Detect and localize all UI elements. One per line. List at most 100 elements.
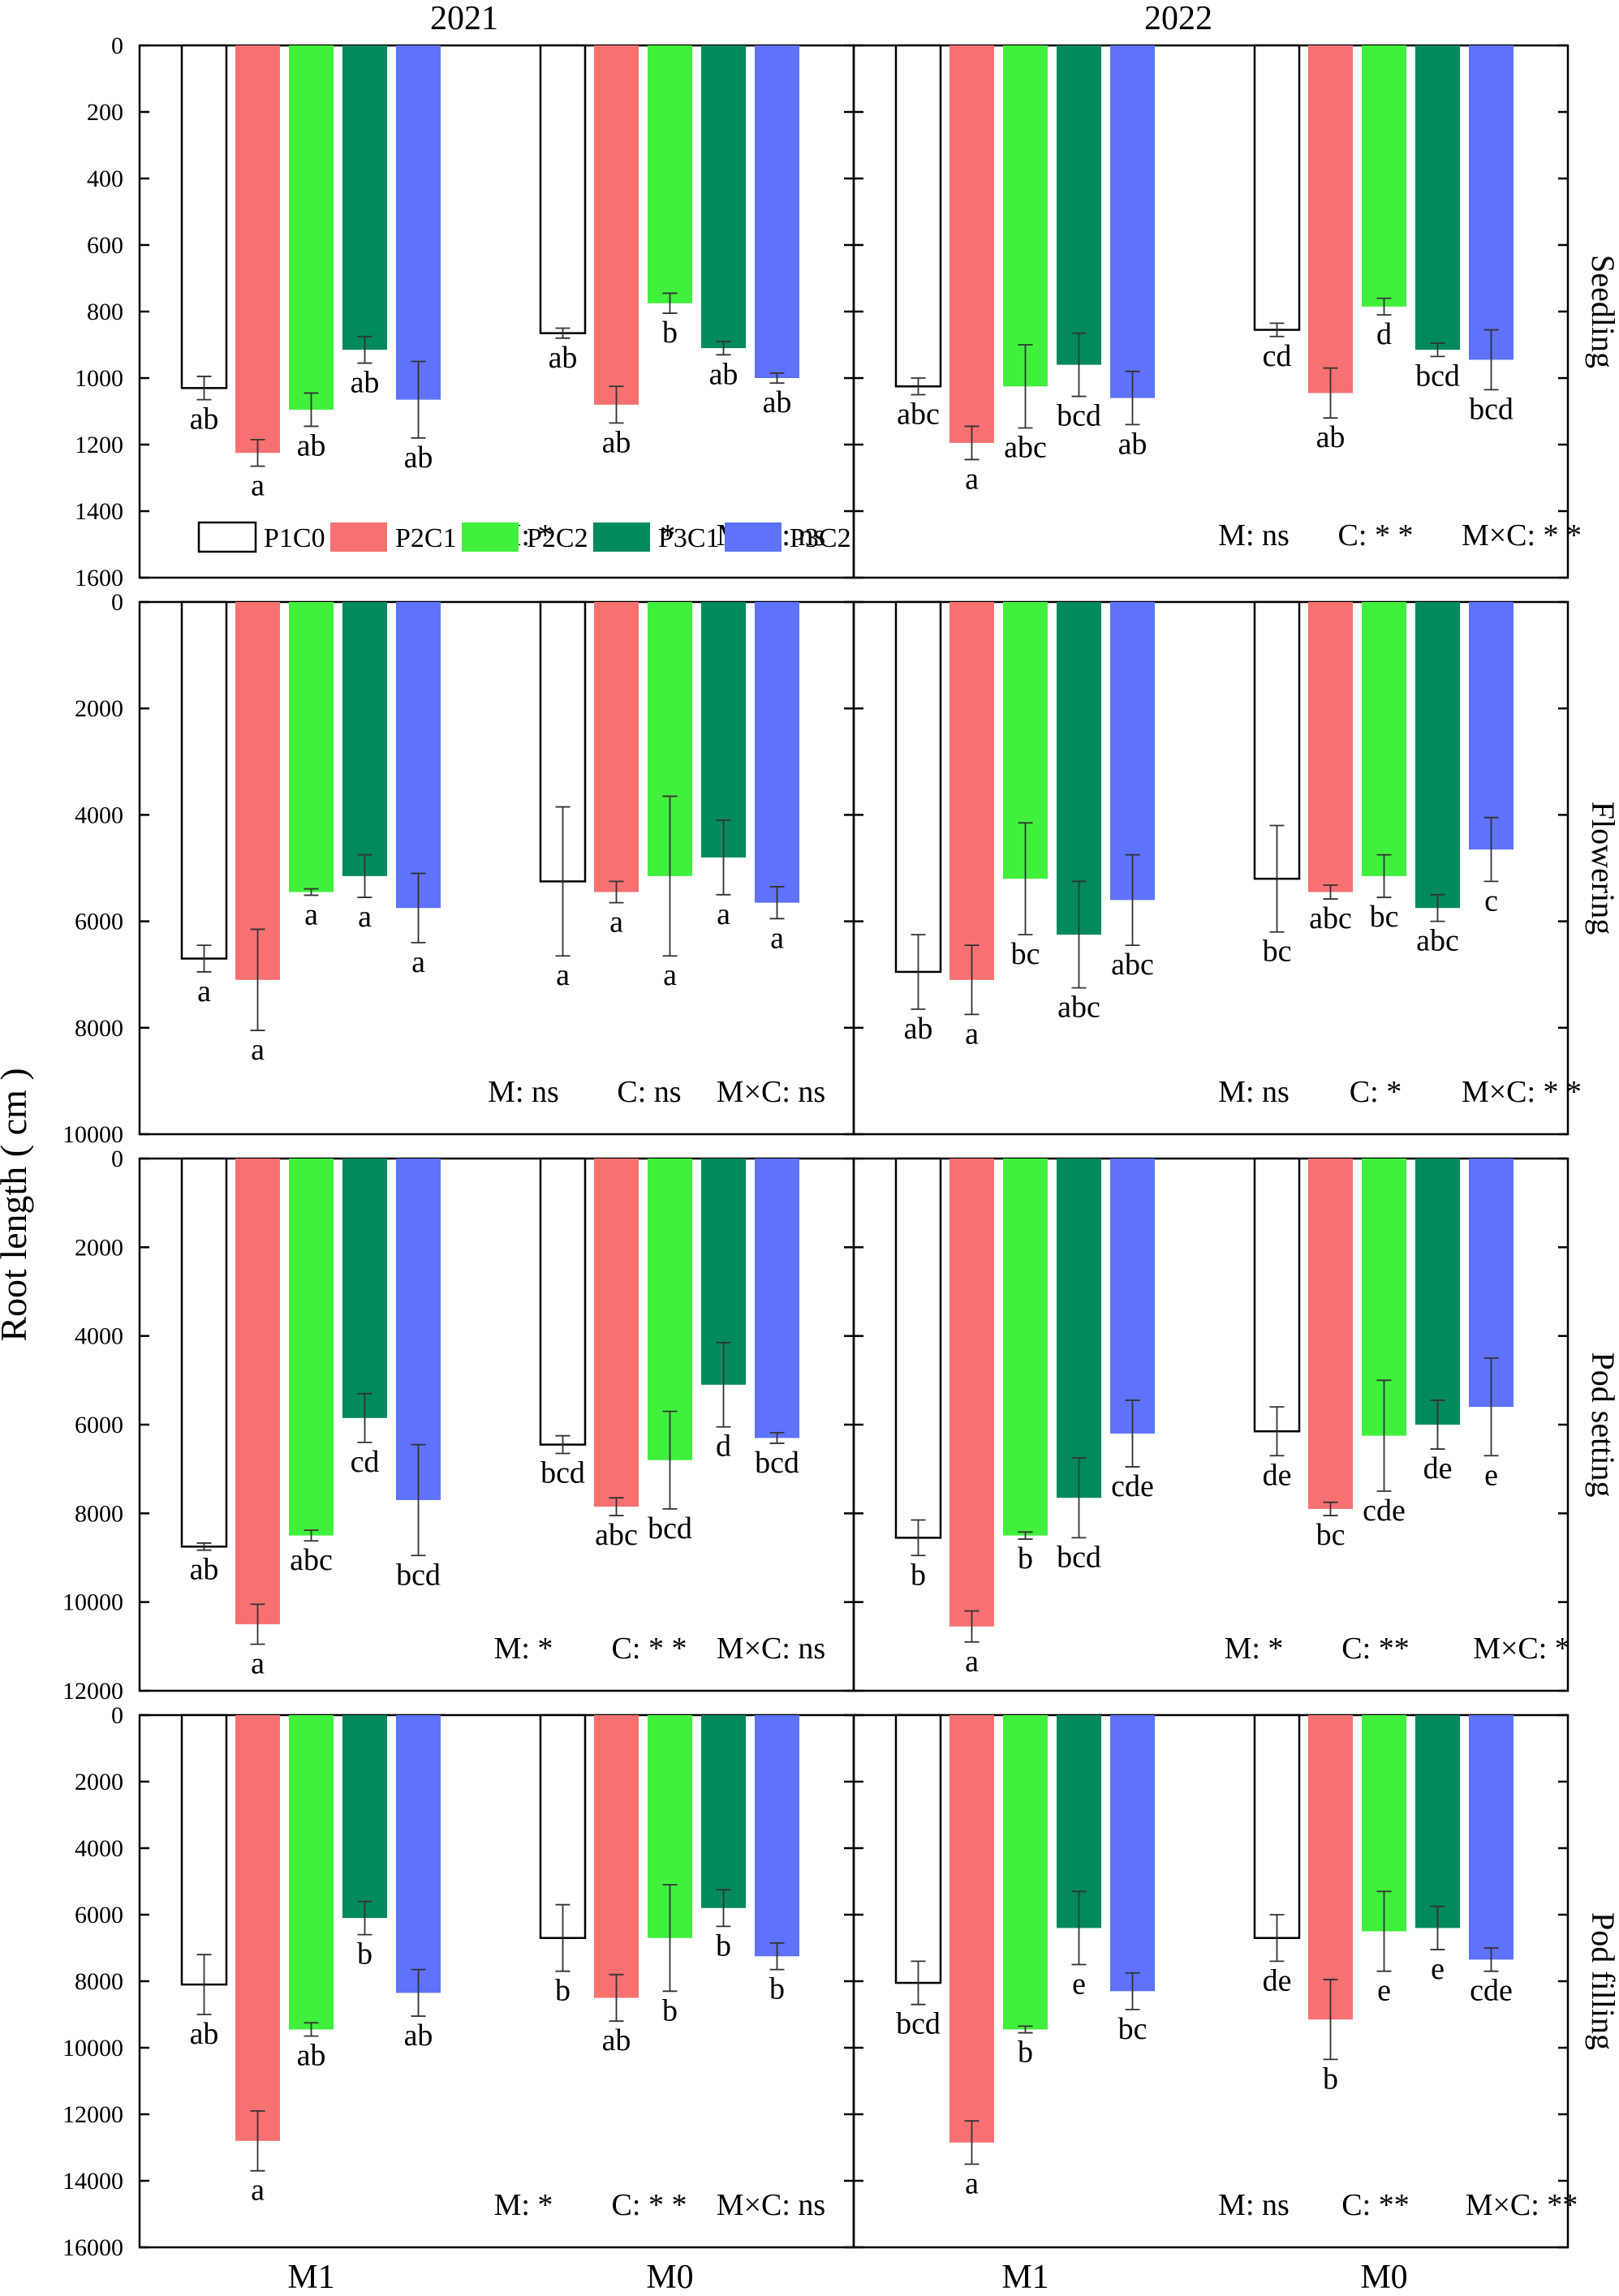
bar-P2C2-M1 <box>289 602 334 892</box>
bar-P3C1-M1 <box>1057 45 1101 365</box>
y-tick-label: 4000 <box>75 802 123 828</box>
stat-label: C: ns <box>617 1075 681 1109</box>
significance-letter: abc <box>595 1518 638 1552</box>
bar-P2C1-M1 <box>235 45 280 454</box>
stage-label: Pod setting <box>1585 1352 1619 1498</box>
significance-letter: ab <box>602 425 631 459</box>
bar-P1C0-M1 <box>894 1713 942 1984</box>
y-tick-label: 10000 <box>62 2035 123 2062</box>
stat-label: M×C: ** <box>1466 2188 1578 2222</box>
bar-P2C1-M1 <box>235 602 280 980</box>
y-tick-label: 8000 <box>75 1015 123 1042</box>
significance-letter: a <box>358 900 372 934</box>
bar-P1C0-M1 <box>894 44 942 388</box>
significance-letter: cd <box>1263 339 1292 373</box>
stat-label: C: * * <box>612 2188 687 2222</box>
significance-letter: bcd <box>755 1446 799 1480</box>
significance-letter: de <box>1423 1451 1453 1486</box>
bar-P3C2-M0 <box>1469 1715 1514 1960</box>
bar-P3C2-M1 <box>1110 1715 1155 1992</box>
x-category-label: M1 <box>1001 2259 1048 2296</box>
bar-P2C1-M0 <box>1308 1159 1353 1509</box>
significance-letter: b <box>1018 2036 1033 2070</box>
y-tick-label: 4000 <box>75 1835 123 1862</box>
significance-letter: e <box>1377 1974 1391 2008</box>
bar-P3C2-M1 <box>1110 1159 1155 1434</box>
significance-letter: ab <box>763 385 792 419</box>
bar-P2C1-M0 <box>1308 1715 1353 2020</box>
bar-P2C1-M1 <box>949 602 994 980</box>
bar-P1C0-M1 <box>180 1157 228 1548</box>
legend-label: P3C1 <box>658 523 720 553</box>
significance-letter: ab <box>1118 427 1148 461</box>
y-tick-label: 12000 <box>62 1678 123 1705</box>
y-tick-label: 8000 <box>75 1500 123 1527</box>
bar-P2C1-M0 <box>594 1715 639 1998</box>
stat-label: M: * <box>494 2188 553 2222</box>
significance-letter: bc <box>1370 900 1399 934</box>
bar-P3C1-M1 <box>342 45 387 350</box>
y-tick-label: 2000 <box>75 695 123 722</box>
significance-letter: a <box>556 958 570 992</box>
significance-letter: bc <box>1118 2012 1148 2046</box>
bar-P2C2-M0 <box>1362 602 1406 876</box>
y-tick-label: 400 <box>87 166 123 192</box>
bar-P2C1-M0 <box>594 602 639 892</box>
significance-letter: b <box>555 1974 571 2008</box>
stat-label: C: * * <box>1338 518 1414 553</box>
stat-label: M: ns <box>1218 518 1290 553</box>
significance-letter: bcd <box>540 1456 585 1490</box>
significance-letter: ab <box>404 441 433 475</box>
legend-label: P2C1 <box>395 523 457 553</box>
y-tick-label: 1200 <box>75 432 123 458</box>
significance-letter: b <box>769 1972 785 2006</box>
bar-P2C2-M1 <box>1003 45 1048 387</box>
significance-letter: bcd <box>648 1511 692 1546</box>
bar-P2C2-M0 <box>648 1159 692 1460</box>
plot-frame <box>852 600 1569 1136</box>
significance-letter: ab <box>602 2023 631 2057</box>
significance-letter: abc <box>1004 431 1047 465</box>
significance-letter: a <box>411 945 425 979</box>
bar-P3C1-M1 <box>1057 1159 1101 1498</box>
significance-letter: b <box>662 316 678 350</box>
y-tick-label: 800 <box>87 299 123 325</box>
x-category-label: M1 <box>287 2259 334 2296</box>
significance-letter: ab <box>297 428 326 462</box>
significance-letter: a <box>609 905 623 939</box>
stage-label: Seedling <box>1585 255 1619 368</box>
significance-letter: bcd <box>896 2007 941 2041</box>
bar-P3C2-M1 <box>396 1159 441 1500</box>
significance-letter: a <box>965 1017 979 1051</box>
bar-P3C2-M1 <box>396 45 441 400</box>
significance-letter: b <box>1323 2062 1338 2096</box>
significance-letter: b <box>716 1928 731 1963</box>
significance-letter: ab <box>709 357 738 391</box>
panel-pod-filling-2021: 0200040006000800010000120001400016000aba… <box>62 1702 855 2296</box>
stat-label: C: ** <box>1341 1632 1409 1666</box>
y-tick-label: 6000 <box>75 1902 123 1928</box>
significance-letter: a <box>965 1645 979 1679</box>
y-tick-label: 600 <box>87 232 123 259</box>
significance-letter: a <box>965 462 979 496</box>
significance-letter: ab <box>190 1553 219 1587</box>
bar-P2C2-M1 <box>289 45 334 410</box>
y-tick-label: 16000 <box>62 2234 123 2261</box>
y-tick-label: 0 <box>111 1146 123 1172</box>
bar-P3C2-M1 <box>1110 602 1155 901</box>
significance-letter: ab <box>904 1012 933 1046</box>
bar-P2C1-M0 <box>1308 602 1353 892</box>
legend-swatch-P3C2 <box>725 522 782 552</box>
legend-swatch-P2C1 <box>330 522 387 552</box>
bar-P3C1-M0 <box>701 602 746 858</box>
significance-letter: ab <box>190 2017 219 2051</box>
significance-letter: ab <box>297 2039 326 2073</box>
stat-label: M: * <box>494 1632 553 1666</box>
bar-P2C2-M1 <box>289 1159 334 1536</box>
bar-P1C0-M1 <box>180 44 228 389</box>
y-tick-label: 2000 <box>75 1769 123 1795</box>
legend-swatch-P3C1 <box>593 522 650 552</box>
bar-P2C2-M1 <box>1003 1159 1048 1536</box>
